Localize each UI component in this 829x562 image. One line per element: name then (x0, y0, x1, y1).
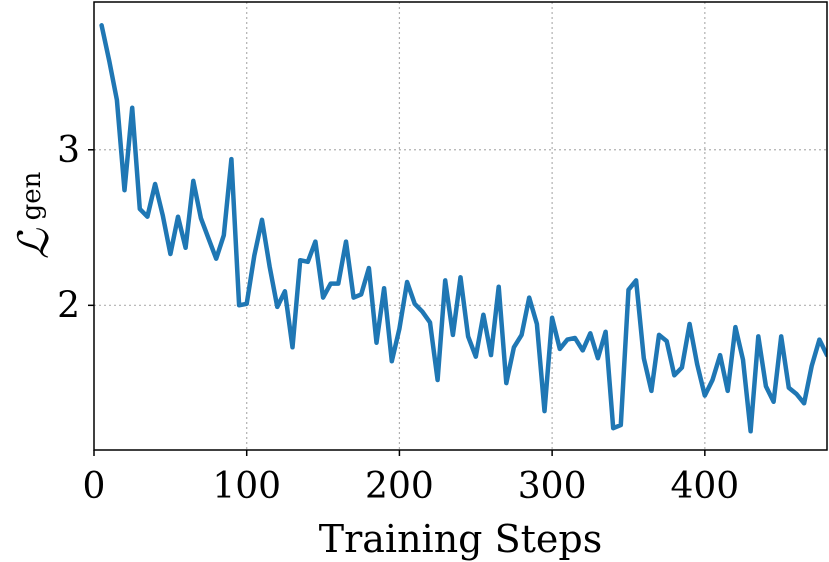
y-tick-label: 3 (57, 130, 80, 171)
x-tick-label: 100 (212, 466, 281, 507)
y-axis-label-symbol: ℒ (9, 228, 58, 259)
plot-frame (93, 1, 828, 451)
x-axis-label: Training Steps (319, 517, 602, 561)
x-tick-label: 0 (83, 466, 106, 507)
y-axis-label: ℒ gen (9, 171, 58, 259)
axis-ticks: 0 100 200 300 400 2 3 (57, 130, 739, 507)
x-tick-label: 200 (365, 466, 434, 507)
grid-lines (94, 2, 827, 450)
y-axis-label-subscript: gen (17, 171, 47, 220)
x-tick-label: 400 (670, 466, 739, 507)
x-tick-label: 300 (518, 466, 587, 507)
loss-series-line (99, 23, 827, 434)
y-tick-label: 2 (57, 285, 80, 326)
